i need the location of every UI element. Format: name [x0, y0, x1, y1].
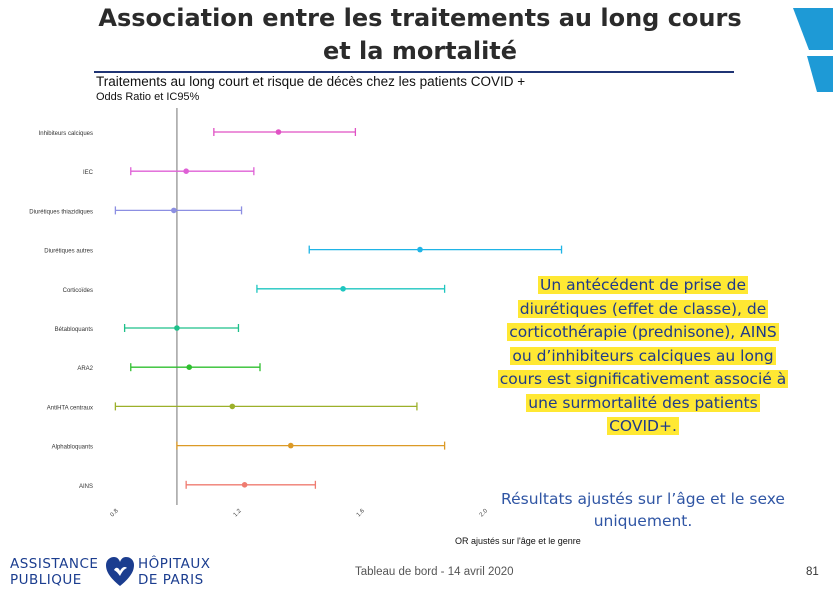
callout-text: Un antécédent de prise de diurétiques (e…: [478, 274, 808, 439]
note-line2: uniquement.: [593, 512, 693, 530]
x-tick-label: 1.6: [356, 508, 367, 519]
row-label: ARA2: [77, 366, 93, 372]
or-point: [186, 364, 193, 371]
heart-icon: [106, 557, 134, 586]
or-point: [340, 286, 346, 292]
row-label: Diurétiques thiazidiques: [29, 209, 93, 215]
callout-line: corticothérapie (prednisone), AINS: [507, 323, 779, 341]
or-point: [174, 325, 180, 331]
slide-title: Association entre les traitements au lon…: [60, 2, 780, 68]
callout-line: COVID+.: [607, 417, 679, 435]
or-point: [287, 442, 294, 449]
chart-subtitle: Odds Ratio et IC95%: [96, 91, 200, 103]
logo-right-text: HÔPITAUX DE PARIS: [138, 556, 210, 588]
row-label: Corticoïdes: [63, 288, 93, 294]
slide-title-line2: et la mortalité: [322, 37, 518, 65]
note-line1: Résultats ajustés sur l’âge et le sexe: [501, 490, 785, 508]
corner-decoration: [793, 8, 833, 92]
page-number: 81: [806, 566, 819, 578]
x-axis-label: OR ajustés sur l'âge et le genre: [455, 536, 581, 546]
callout-line: une surmortalité des patients: [526, 393, 760, 412]
row-label: Diurétiques autres: [44, 249, 93, 255]
callout-line: cours est significativement associé à: [497, 370, 789, 388]
or-point: [417, 246, 423, 253]
x-tick-label: 1.2: [233, 508, 244, 519]
aphp-logo: ASSISTANCE PUBLIQUE HÔPITAUX DE PARIS: [10, 556, 225, 590]
or-point: [183, 168, 189, 174]
or-point: [275, 129, 282, 135]
callout-line: diurétiques (effet de classe), de: [517, 299, 769, 318]
logo-left-line1: ASSISTANCE: [10, 556, 99, 572]
or-point: [171, 207, 177, 214]
logo-right-line2: DE PARIS: [138, 572, 204, 588]
logo-left-text: ASSISTANCE PUBLIQUE: [10, 556, 98, 588]
row-label: AntiHTA centraux: [47, 405, 93, 411]
title-underline: [94, 71, 734, 73]
logo-right-line1: HÔPITAUX: [138, 556, 211, 572]
row-label: IEC: [83, 170, 94, 176]
or-point: [241, 482, 248, 488]
slide-title-line1: Association entre les traitements au lon…: [98, 4, 742, 32]
chart-title: Traitements au long court et risque de d…: [96, 74, 526, 89]
row-label: Alphabloquants: [52, 445, 93, 451]
adjustment-note: Résultats ajustés sur l’âge et le sexe u…: [478, 488, 808, 532]
callout-line: Un antécédent de prise de: [537, 276, 749, 294]
row-label: Inhibiteurs calciques: [39, 131, 93, 137]
logo-left-line2: PUBLIQUE: [10, 572, 82, 588]
row-label: AINS: [79, 484, 93, 490]
or-point: [229, 403, 236, 410]
footer-text: Tableau de bord - 14 avril 2020: [355, 566, 514, 578]
callout-line: ou d’inhibiteurs calciques au long: [510, 346, 776, 365]
x-tick-label: 0.8: [110, 508, 121, 519]
row-label: Bétabloquants: [55, 327, 93, 333]
x-tick-label: 2.0: [479, 508, 490, 519]
